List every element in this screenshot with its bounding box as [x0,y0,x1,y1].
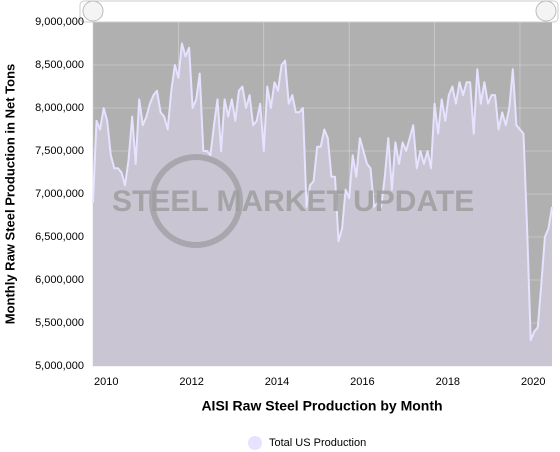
x-tick-label: 2014 [265,376,289,388]
series-line [92,42,553,342]
x-tick-label: 2012 [179,376,203,388]
y-tick-label: 5,000,000 [35,360,84,372]
range-slider[interactable] [79,0,559,23]
x-tick-label: 2016 [350,376,374,388]
y-tick-label: 6,500,000 [35,231,84,243]
legend-label[interactable]: Total US Production [269,437,366,449]
slider-handle-right[interactable] [535,0,557,22]
x-tick-label: 2018 [436,376,460,388]
y-tick-label: 8,000,000 [35,102,84,114]
y-tick-label: 9,000,000 [35,16,84,28]
watermark-logo [149,154,243,248]
y-tick-label: 5,500,000 [35,317,84,329]
x-tick-label: 2020 [521,376,545,388]
x-axis-title: AISI Raw Steel Production by Month [201,398,442,414]
slider-handle-left[interactable] [82,0,104,22]
y-tick-label: 7,500,000 [35,145,84,157]
y-tick-label: 6,000,000 [35,274,84,286]
legend-swatch[interactable] [248,436,262,450]
y-axis-title: Monthly Raw Steel Production in Net Tons [2,64,17,325]
x-tick-label: 2010 [94,376,118,388]
watermark: STEEL MARKET UPDATE [112,185,474,218]
y-tick-label: 8,500,000 [35,59,84,71]
marks [92,42,553,366]
area-fill [93,43,552,366]
y-tick-label: 7,000,000 [35,188,84,200]
